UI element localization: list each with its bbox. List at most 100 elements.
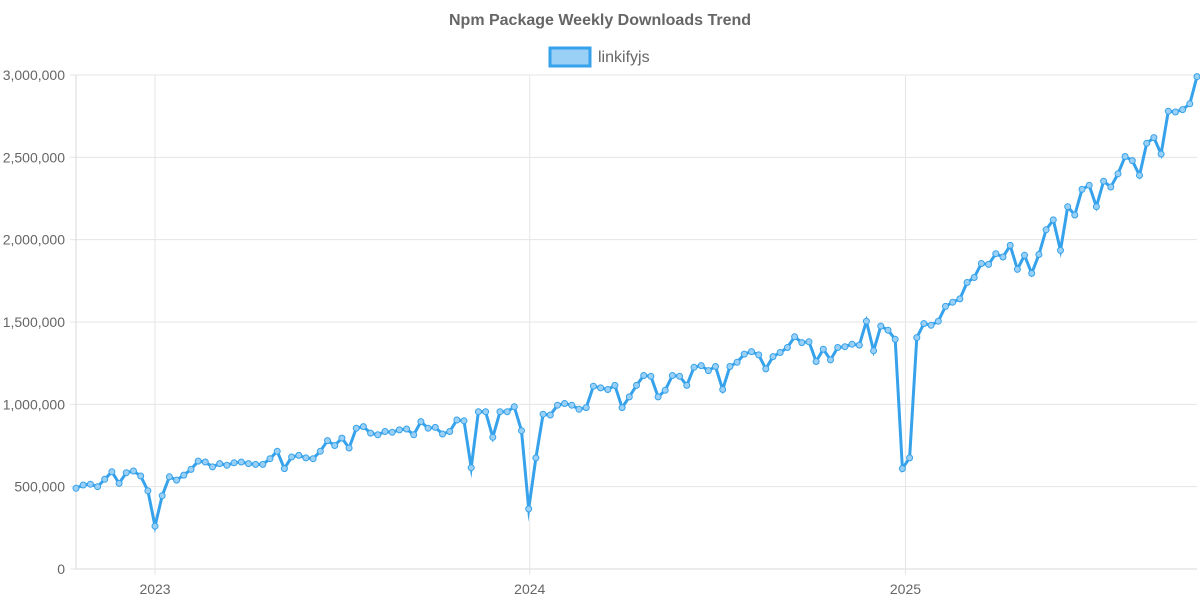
- data-point[interactable]: [424, 424, 432, 432]
- data-point[interactable]: [1085, 181, 1093, 189]
- data-point[interactable]: [1049, 216, 1057, 224]
- data-point[interactable]: [618, 404, 626, 412]
- data-point[interactable]: [568, 401, 576, 409]
- data-point[interactable]: [827, 356, 834, 364]
- data-point[interactable]: [985, 260, 993, 268]
- data-point[interactable]: [338, 434, 346, 442]
- data-point[interactable]: [791, 333, 799, 341]
- data-point[interactable]: [122, 469, 130, 477]
- data-point[interactable]: [769, 353, 777, 361]
- data-point[interactable]: [316, 447, 324, 455]
- data-point[interactable]: [906, 454, 914, 462]
- data-point[interactable]: [554, 401, 561, 409]
- data-point[interactable]: [446, 428, 454, 435]
- data-point[interactable]: [690, 363, 698, 371]
- data-point[interactable]: [704, 367, 712, 375]
- data-point[interactable]: [94, 483, 102, 491]
- data-point[interactable]: [180, 471, 188, 479]
- data-point[interactable]: [597, 384, 605, 392]
- data-point[interactable]: [474, 408, 482, 416]
- data-point[interactable]: [934, 317, 942, 325]
- data-point[interactable]: [496, 408, 504, 416]
- data-point[interactable]: [1064, 203, 1072, 211]
- data-point[interactable]: [280, 465, 288, 473]
- data-point[interactable]: [201, 458, 209, 466]
- data-point[interactable]: [654, 393, 662, 401]
- data-point[interactable]: [625, 393, 633, 401]
- data-point[interactable]: [1121, 153, 1129, 160]
- data-point[interactable]: [661, 386, 669, 394]
- data-point[interactable]: [970, 274, 978, 281]
- data-point[interactable]: [367, 429, 375, 437]
- data-point[interactable]: [805, 338, 813, 346]
- data-point[interactable]: [1164, 107, 1172, 115]
- data-point[interactable]: [223, 461, 231, 469]
- data-point[interactable]: [273, 447, 281, 455]
- data-point[interactable]: [546, 411, 554, 419]
- data-point[interactable]: [187, 465, 195, 473]
- data-point[interactable]: [582, 404, 590, 412]
- data-point[interactable]: [144, 487, 152, 495]
- data-point[interactable]: [848, 340, 856, 348]
- data-point[interactable]: [1021, 251, 1028, 259]
- data-point[interactable]: [1100, 177, 1108, 185]
- data-point[interactable]: [108, 468, 116, 476]
- data-point[interactable]: [942, 302, 949, 310]
- data-point[interactable]: [1143, 139, 1151, 147]
- data-point[interactable]: [819, 345, 827, 353]
- data-point[interactable]: [898, 465, 906, 473]
- data-point[interactable]: [1057, 246, 1064, 254]
- data-point[interactable]: [1114, 170, 1122, 178]
- data-point[interactable]: [237, 458, 245, 466]
- data-point[interactable]: [999, 253, 1007, 261]
- data-point[interactable]: [783, 344, 791, 351]
- data-point[interactable]: [949, 298, 957, 306]
- data-point[interactable]: [712, 363, 719, 370]
- data-point[interactable]: [1071, 211, 1079, 219]
- data-point[interactable]: [877, 322, 885, 330]
- data-point[interactable]: [259, 460, 267, 468]
- data-point[interactable]: [776, 349, 784, 356]
- data-point[interactable]: [841, 343, 849, 351]
- data-point[interactable]: [633, 381, 640, 389]
- data-point[interactable]: [324, 437, 331, 445]
- data-point[interactable]: [1171, 108, 1179, 116]
- data-point[interactable]: [431, 423, 439, 431]
- data-point[interactable]: [130, 467, 137, 475]
- data-point[interactable]: [309, 455, 317, 463]
- data-point[interactable]: [352, 424, 360, 432]
- data-point[interactable]: [525, 505, 533, 513]
- legend-label[interactable]: linkifyjs: [598, 49, 650, 66]
- data-point[interactable]: [252, 460, 260, 468]
- data-point[interactable]: [158, 492, 166, 500]
- data-point[interactable]: [209, 463, 216, 471]
- data-point[interactable]: [956, 295, 964, 303]
- data-point[interactable]: [1157, 150, 1165, 158]
- data-point[interactable]: [216, 460, 224, 468]
- data-point[interactable]: [1092, 203, 1100, 211]
- data-point[interactable]: [834, 344, 842, 351]
- data-point[interactable]: [740, 350, 748, 358]
- data-point[interactable]: [683, 381, 691, 389]
- data-point[interactable]: [913, 334, 921, 342]
- data-point[interactable]: [762, 365, 770, 373]
- data-point[interactable]: [884, 326, 892, 334]
- data-point[interactable]: [482, 408, 490, 416]
- data-point[interactable]: [266, 455, 274, 463]
- data-point[interactable]: [668, 372, 676, 379]
- data-point[interactable]: [1179, 106, 1187, 114]
- data-point[interactable]: [733, 358, 741, 366]
- data-point[interactable]: [410, 431, 418, 439]
- data-point[interactable]: [374, 431, 382, 439]
- data-point[interactable]: [855, 341, 863, 349]
- data-point[interactable]: [460, 417, 468, 425]
- data-point[interactable]: [467, 464, 475, 472]
- data-point[interactable]: [151, 522, 159, 530]
- data-point[interactable]: [697, 362, 705, 370]
- data-point[interactable]: [1186, 100, 1194, 108]
- data-point[interactable]: [345, 444, 353, 452]
- data-point[interactable]: [927, 321, 935, 329]
- data-point[interactable]: [726, 363, 734, 370]
- data-point[interactable]: [862, 317, 870, 325]
- data-point[interactable]: [115, 479, 123, 487]
